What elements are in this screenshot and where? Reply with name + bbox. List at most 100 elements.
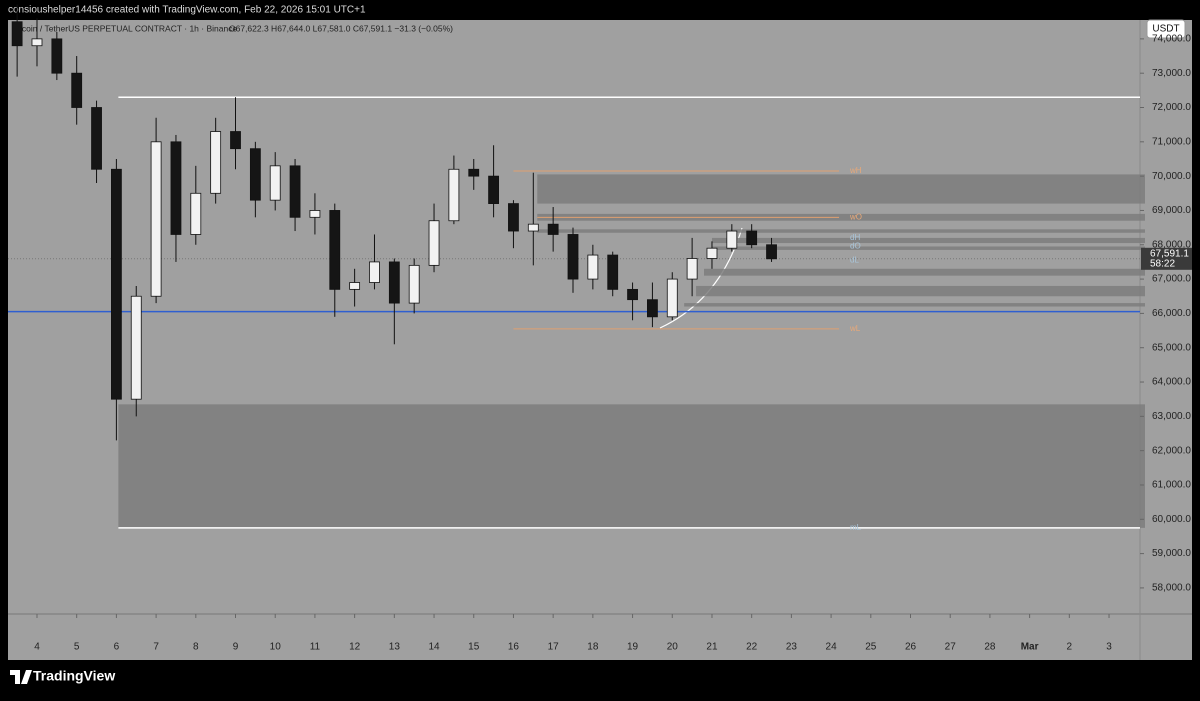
x-tick-label: 26	[905, 642, 917, 653]
candle-body	[110, 168, 122, 400]
candle-body	[647, 299, 658, 318]
candle-body	[150, 141, 162, 297]
y-tick-label: 61,000.0	[1152, 480, 1191, 491]
y-tick-label: 71,000.0	[1152, 136, 1191, 147]
x-tick-label: 19	[627, 642, 639, 653]
y-tick-label: 60,000.0	[1152, 514, 1191, 525]
candle-body	[51, 38, 63, 74]
x-tick-label: 17	[548, 642, 560, 653]
y-tick-label: 66,000.0	[1152, 308, 1191, 319]
x-tick-label: 8	[193, 642, 199, 653]
candle-body	[726, 230, 738, 249]
candle-body	[408, 264, 420, 304]
x-tick-label: Mar	[1021, 642, 1039, 653]
x-tick-label: 21	[706, 642, 718, 653]
candle-body	[627, 288, 638, 301]
zone	[537, 229, 1145, 233]
currency-button[interactable]	[1146, 19, 1186, 39]
y-tick-label: 65,000.0	[1152, 342, 1191, 353]
x-tick-label: 25	[865, 642, 877, 653]
zone	[684, 303, 1145, 307]
y-tick-label: 68,000.0	[1152, 239, 1191, 250]
candle-body	[31, 38, 43, 47]
candle-body	[766, 244, 777, 260]
x-tick-label: 2	[1067, 642, 1073, 653]
candle-body	[309, 210, 321, 218]
y-tick-label: 72,000.0	[1152, 102, 1191, 113]
x-tick-label: 16	[508, 642, 520, 653]
candle-body	[71, 72, 83, 108]
candle-body	[686, 258, 698, 280]
plot-area	[8, 20, 1192, 660]
candle-body	[349, 282, 361, 290]
candle-body	[388, 261, 400, 304]
candle-body	[190, 192, 202, 235]
x-tick-label: 20	[667, 642, 679, 653]
candle-body	[706, 247, 718, 259]
candle-body	[468, 168, 480, 177]
ohlc: O67,622.3 H67,644.0 L67,581.0 C67,591.1 …	[229, 23, 453, 33]
currency[interactable]: USDT	[1152, 24, 1179, 35]
y-tick-label: 67,000.0	[1152, 274, 1191, 285]
y-tick-label: 69,000.0	[1152, 205, 1191, 216]
zone	[537, 213, 1145, 221]
x-tick-label: 23	[786, 642, 798, 653]
x-tick-label: 15	[468, 642, 480, 653]
candle-body	[329, 210, 341, 290]
logo: TradingView	[10, 668, 115, 684]
candle-body	[666, 278, 678, 318]
candle-body	[130, 295, 142, 400]
x-tick-label: 28	[984, 642, 996, 653]
x-tick-label: 3	[1106, 642, 1112, 653]
level-label: dH	[850, 233, 860, 242]
x-tick-label: 24	[826, 642, 838, 653]
x-tick-label: 6	[114, 642, 120, 653]
x-tick-label: 9	[233, 642, 239, 653]
candle-body	[587, 254, 599, 280]
candle-body	[428, 220, 440, 266]
countdown: 58:22	[1150, 258, 1175, 269]
zone	[696, 285, 1145, 297]
candle-body	[230, 131, 241, 150]
x-tick-label: 22	[746, 642, 758, 653]
candle-body	[607, 254, 619, 290]
y-tick-label: 62,000.0	[1152, 445, 1191, 456]
candle-body	[448, 168, 460, 222]
y-tick-label: 64,000.0	[1152, 377, 1191, 388]
zone	[118, 404, 1146, 528]
candle-body	[210, 131, 222, 194]
candle-body	[11, 21, 23, 47]
x-tick-label: 12	[349, 642, 361, 653]
candle-body	[488, 175, 499, 204]
level-label: wO	[849, 212, 862, 221]
candle-body	[249, 148, 261, 201]
zone	[711, 246, 1145, 250]
level-label: dO	[850, 242, 861, 251]
logo-icon	[10, 670, 32, 684]
candle-body	[508, 203, 519, 232]
candle-body	[567, 234, 579, 280]
y-tick-label: 74,000.0	[1152, 34, 1191, 45]
candle-body	[527, 223, 539, 232]
credit: consioushelper14456 created with Trading…	[8, 5, 366, 16]
y-tick-label: 63,000.0	[1152, 411, 1191, 422]
last-price-box	[1141, 247, 1192, 270]
x-tick-label: 27	[945, 642, 957, 653]
y-tick-label: 59,000.0	[1152, 548, 1191, 559]
y-tick-label: 73,000.0	[1152, 68, 1191, 79]
level-label: wH	[849, 166, 862, 175]
x-tick-label: 13	[389, 642, 401, 653]
brand: TradingView	[33, 668, 115, 684]
zone	[711, 237, 1145, 244]
x-tick-label: 14	[428, 642, 440, 653]
level-label: wL	[849, 324, 861, 333]
candle-body	[269, 165, 281, 201]
x-tick-label: 11	[310, 642, 321, 653]
candle-body	[170, 141, 182, 235]
zone	[537, 174, 1145, 204]
y-tick-label: 70,000.0	[1152, 171, 1191, 182]
symbol-title: Bitcoin / TetherUS PERPETUAL CONTRACT · …	[12, 23, 237, 33]
candle-body	[369, 261, 380, 283]
